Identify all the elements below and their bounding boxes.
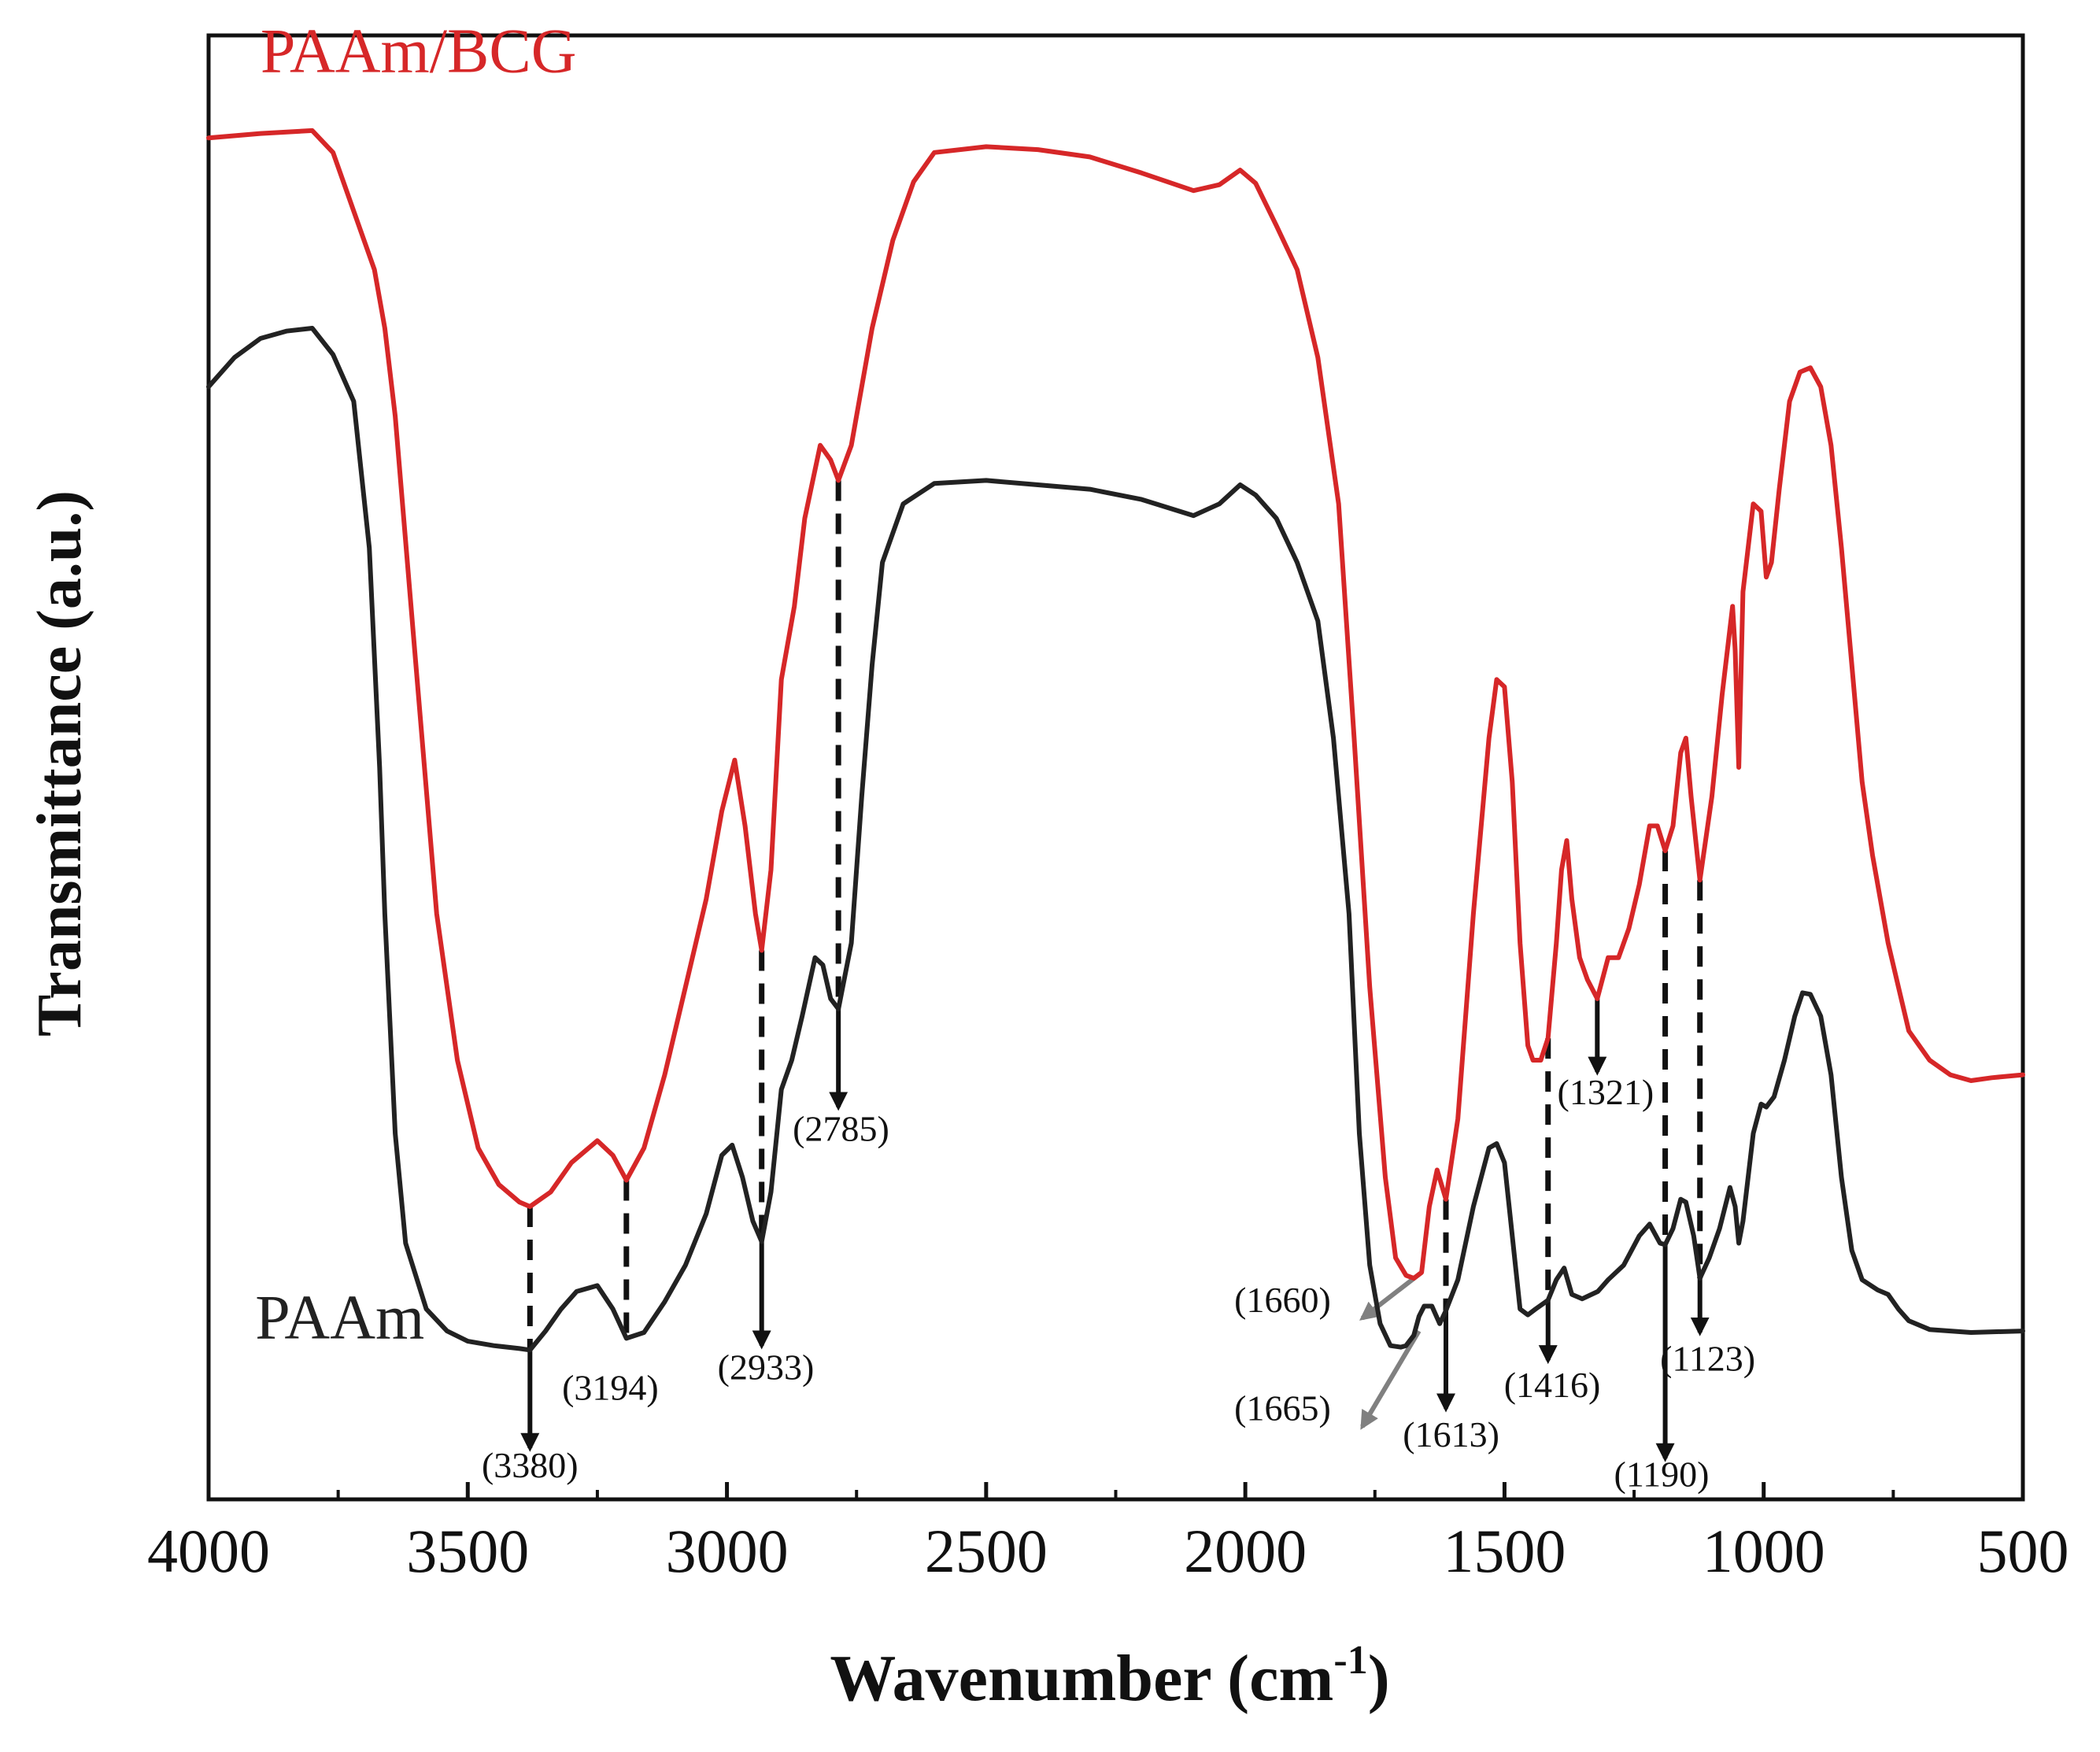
annotation-label: (1665) <box>1234 1388 1331 1429</box>
x-tick-label-3500: 3500 <box>406 1517 529 1585</box>
series-label-paam-bcg: PAAm/BCG <box>261 17 577 87</box>
x-tick-label-1000: 1000 <box>1703 1517 1825 1585</box>
plot-frame <box>206 33 2025 1502</box>
annotation-label: (1321) <box>1558 1072 1654 1112</box>
annotation-arrow <box>1359 1270 1423 1321</box>
annotation-1660: (1660) <box>1234 1270 1423 1321</box>
y-axis-title: Transmittance (a.u.) <box>25 490 94 1037</box>
annotation-label: (1416) <box>1504 1365 1601 1405</box>
x-axis-ticks: 4000 3500 3000 2500 2000 1500 1000 500 <box>147 1482 2069 1585</box>
x-axis-title: Wavenumber (cm-1) <box>830 1638 1389 1715</box>
annotation-label: (2785) <box>793 1108 889 1148</box>
annotation-label: (1190) <box>1614 1454 1710 1494</box>
annotation-label: (1123) <box>1660 1338 1755 1378</box>
annotation-1123: (1123) <box>1660 880 1755 1378</box>
annotation-1416: (1416) <box>1504 1038 1601 1405</box>
annotation-3380: (3380) <box>482 1207 579 1485</box>
annotation-1613: (1613) <box>1403 1199 1499 1454</box>
x-tick-label-2000: 2000 <box>1184 1517 1307 1585</box>
annotation-2785: (2785) <box>793 480 889 1148</box>
annotation-label: (2933) <box>718 1347 815 1387</box>
x-tick-label-500: 500 <box>1977 1517 2069 1585</box>
x-axis-title-superscript: -1 <box>1333 1638 1367 1683</box>
x-tick-label-4000: 4000 <box>147 1517 270 1585</box>
annotation-arrow <box>1360 1329 1422 1430</box>
series-label-paam: PAAm <box>255 1283 424 1352</box>
series-label-layer: PAAm/BCG PAAm <box>255 17 576 1353</box>
annotation-label: (1613) <box>1403 1414 1499 1454</box>
series-layer <box>206 128 2025 1353</box>
annotation-1190: (1190) <box>1614 851 1710 1494</box>
annotation-layer: (3380) (3194) (2933) (2785) (1660) (1665) (161… <box>482 480 1755 1494</box>
annotation-label: (3194) <box>562 1368 659 1408</box>
series-line-paam-bcg <box>206 128 2025 1281</box>
series-line-paam <box>206 326 2025 1353</box>
annotation-label: (3380) <box>482 1445 579 1485</box>
annotation-2933: (2933) <box>718 950 815 1387</box>
x-tick-label-1500: 1500 <box>1443 1517 1566 1585</box>
annotation-label: (1660) <box>1234 1280 1331 1320</box>
x-tick-label-2500: 2500 <box>925 1517 1048 1585</box>
x-tick-label-3000: 3000 <box>666 1517 789 1585</box>
annotation-3194: (3194) <box>562 1180 659 1408</box>
annotation-1665: (1665) <box>1234 1329 1422 1430</box>
annotation-1321: (1321) <box>1558 998 1654 1112</box>
